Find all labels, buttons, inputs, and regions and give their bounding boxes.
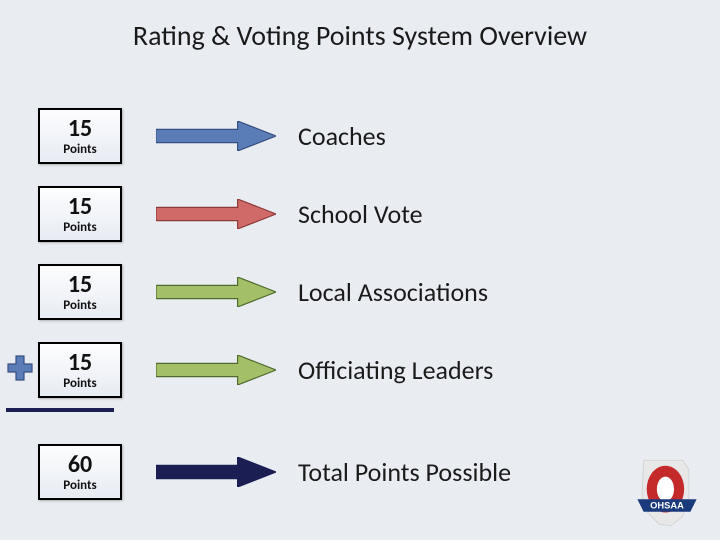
category-label: Coaches (298, 120, 386, 152)
logo-banner-text: OHSAA (650, 501, 684, 511)
points-unit-label: Points (63, 143, 96, 156)
points-value: 60 (68, 453, 92, 477)
points-unit-label: Points (63, 221, 96, 234)
points-box: 15 Points (38, 264, 122, 320)
points-unit-label: Points (63, 377, 96, 390)
logo-o-inner (657, 477, 674, 502)
arrow-icon (146, 457, 286, 487)
row-0: 15 Points Coaches (38, 106, 386, 166)
page-title: Rating & Voting Points System Overview (0, 18, 720, 53)
row-4: 60 Points Total Points Possible (38, 442, 511, 502)
category-label: School Vote (298, 198, 423, 230)
arrow-icon (146, 355, 286, 385)
points-box: 15 Points (38, 342, 122, 398)
category-label: Officiating Leaders (298, 354, 493, 386)
points-unit-label: Points (63, 299, 96, 312)
arrow-icon (146, 121, 286, 151)
row-3: 15 Points Officiating Leaders (38, 340, 493, 400)
plus-icon (6, 354, 34, 382)
row-2: 15 Points Local Associations (38, 262, 488, 322)
arrow-icon (146, 199, 286, 229)
points-box: 15 Points (38, 108, 122, 164)
points-value: 15 (68, 195, 92, 219)
arrow-icon (146, 277, 286, 307)
points-unit-label: Points (63, 479, 96, 492)
points-value: 15 (68, 273, 92, 297)
ohsaa-logo: OHSAA (628, 454, 706, 532)
category-label: Total Points Possible (298, 456, 511, 488)
points-value: 15 (68, 117, 92, 141)
points-box: 60 Points (38, 444, 122, 500)
points-box: 15 Points (38, 186, 122, 242)
divider-line (6, 408, 114, 412)
points-value: 15 (68, 351, 92, 375)
category-label: Local Associations (298, 276, 488, 308)
row-1: 15 Points School Vote (38, 184, 423, 244)
